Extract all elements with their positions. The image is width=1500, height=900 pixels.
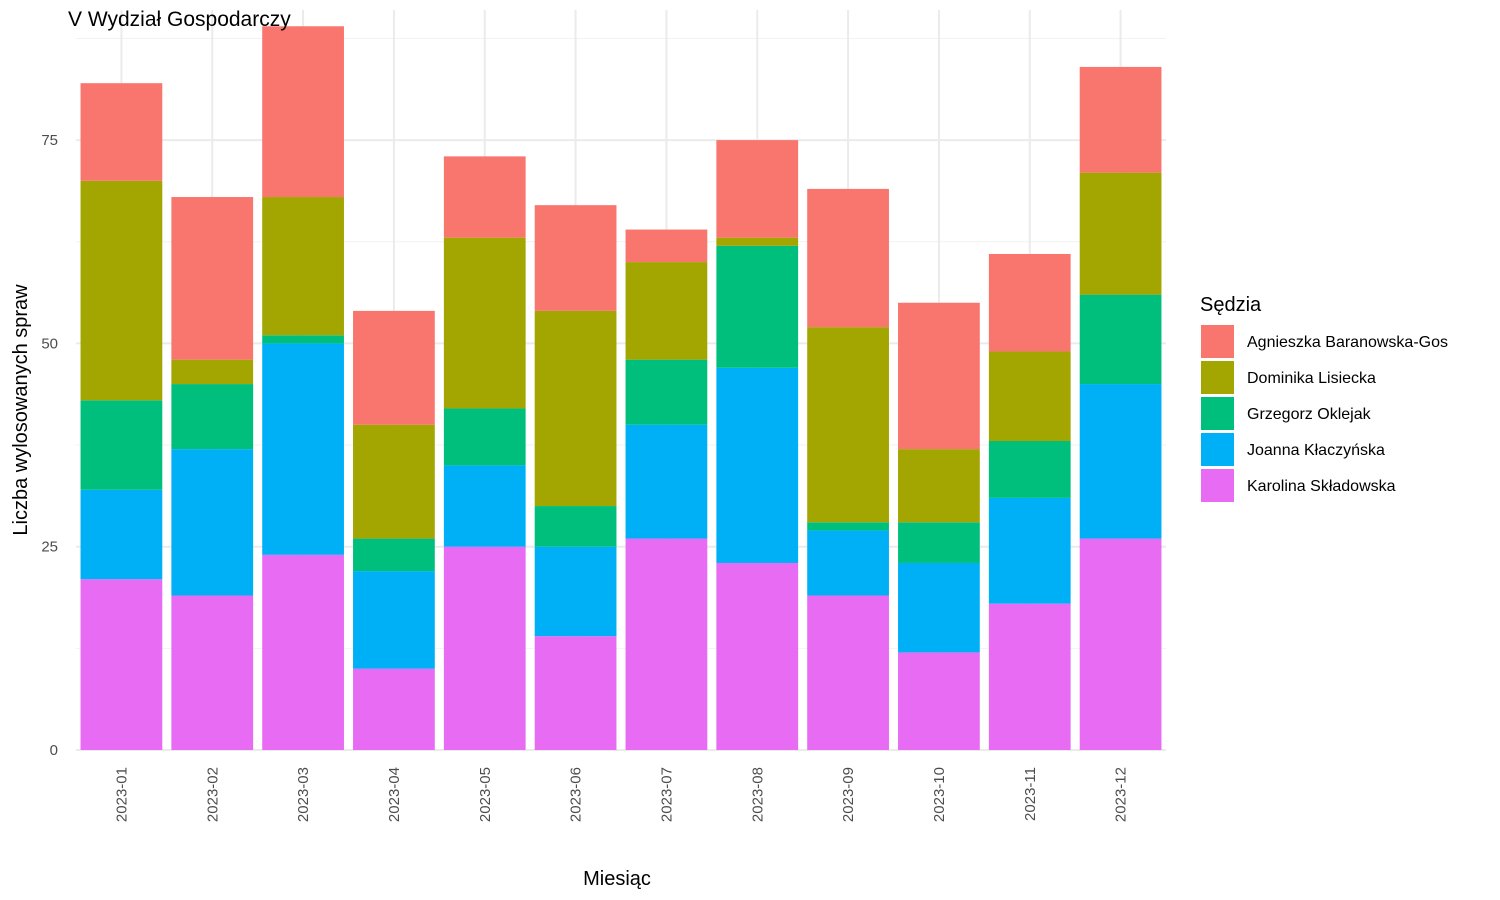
bar-segment bbox=[716, 367, 799, 563]
bar-segment bbox=[171, 359, 254, 385]
bar-segment bbox=[1079, 294, 1162, 385]
bar-segment bbox=[807, 595, 889, 750]
y-tick-label: 0 bbox=[50, 742, 58, 759]
x-axis-title: Miesiąc bbox=[583, 868, 651, 890]
bar-segment bbox=[262, 197, 344, 336]
x-tick-label: 2023-10 bbox=[931, 767, 948, 822]
bar-segment bbox=[171, 197, 254, 360]
bar-segment bbox=[807, 188, 889, 328]
legend: Sędzia Agnieszka Baranowska-Gos Dominika … bbox=[1200, 294, 1448, 502]
y-axis-title: Liczba wylosowanych spraw bbox=[10, 284, 32, 536]
bar-segment bbox=[353, 310, 435, 425]
legend-swatch bbox=[1201, 325, 1234, 358]
bar-segment bbox=[625, 229, 708, 263]
x-tick-label: 2023-08 bbox=[749, 767, 766, 822]
y-tick-label: 50 bbox=[41, 335, 58, 352]
legend-swatch bbox=[1201, 361, 1234, 394]
bar-segment bbox=[262, 26, 344, 198]
legend-swatch bbox=[1201, 397, 1234, 430]
bar-segment bbox=[898, 449, 980, 523]
bar-segment bbox=[1079, 66, 1162, 173]
bar-segment bbox=[80, 579, 163, 750]
x-axis-ticks: 2023-01 2023-02 2023-03 2023-04 2023-05 2023-… bbox=[113, 767, 1129, 822]
bar-segment bbox=[898, 562, 980, 653]
bar-segment bbox=[171, 449, 254, 596]
bar-segment bbox=[171, 384, 254, 450]
x-tick-label: 2023-01 bbox=[113, 767, 130, 822]
bar-segment bbox=[534, 205, 617, 311]
legend-label: Dominika Lisiecka bbox=[1247, 370, 1376, 387]
bar-segment bbox=[625, 262, 708, 360]
bar-segment bbox=[534, 546, 617, 637]
bar-segment bbox=[716, 237, 799, 246]
x-tick-label: 2023-03 bbox=[295, 767, 312, 822]
legend-label: Joanna Kłaczyńska bbox=[1247, 442, 1385, 459]
bar-segment bbox=[1079, 172, 1162, 295]
bar-segment bbox=[898, 652, 980, 750]
bar-segment bbox=[716, 245, 799, 368]
legend-swatch bbox=[1201, 433, 1234, 466]
bar-segment bbox=[716, 140, 799, 238]
bar-segment bbox=[171, 595, 254, 750]
bar-segment bbox=[988, 253, 1071, 352]
x-tick-label: 2023-05 bbox=[477, 767, 494, 822]
bar-segment bbox=[262, 335, 344, 344]
bar-segment bbox=[80, 489, 163, 580]
bar-segment bbox=[625, 538, 708, 750]
legend-label: Grzegorz Oklejak bbox=[1247, 406, 1372, 423]
chart-title: V Wydział Gospodarczy bbox=[68, 8, 291, 31]
bar-segment bbox=[353, 424, 435, 539]
bar-segment bbox=[80, 83, 163, 181]
bar-segment bbox=[534, 636, 617, 750]
bar-segment bbox=[262, 554, 344, 750]
x-tick-label: 2023-06 bbox=[568, 767, 585, 822]
bar-segment bbox=[1079, 538, 1162, 750]
x-tick-label: 2023-07 bbox=[658, 767, 675, 822]
bars bbox=[80, 26, 1162, 750]
bar-segment bbox=[80, 400, 163, 490]
legend-swatch bbox=[1201, 469, 1234, 502]
bar-segment bbox=[353, 571, 435, 669]
bar-segment bbox=[80, 180, 163, 401]
bar-segment bbox=[988, 497, 1071, 604]
bar-segment bbox=[443, 546, 526, 750]
legend-label: Karolina Składowska bbox=[1247, 478, 1396, 495]
bar-segment bbox=[625, 359, 708, 425]
y-tick-label: 25 bbox=[41, 539, 58, 556]
bar-segment bbox=[716, 562, 799, 750]
bar-segment bbox=[353, 668, 435, 750]
legend-label: Agnieszka Baranowska-Gos bbox=[1247, 334, 1448, 351]
x-tick-label: 2023-11 bbox=[1022, 767, 1039, 821]
legend-title: Sędzia bbox=[1200, 294, 1262, 316]
bar-segment bbox=[807, 522, 889, 531]
bar-segment bbox=[988, 440, 1071, 498]
bar-segment bbox=[898, 302, 980, 450]
x-tick-label: 2023-02 bbox=[204, 767, 221, 822]
bar-segment bbox=[988, 603, 1071, 750]
y-axis-ticks: 0 25 50 75 bbox=[41, 132, 58, 759]
x-tick-label: 2023-09 bbox=[840, 767, 857, 822]
bar-segment bbox=[443, 408, 526, 466]
bar-segment bbox=[262, 343, 344, 555]
bar-segment bbox=[898, 522, 980, 563]
x-tick-label: 2023-12 bbox=[1113, 767, 1130, 822]
y-tick-label: 75 bbox=[41, 132, 58, 149]
bar-segment bbox=[353, 538, 435, 572]
bar-segment bbox=[443, 237, 526, 409]
bar-segment bbox=[988, 351, 1071, 441]
bar-segment bbox=[807, 530, 889, 596]
bar-segment bbox=[625, 424, 708, 539]
bar-segment bbox=[534, 310, 617, 507]
bar-segment bbox=[443, 465, 526, 547]
bar-segment bbox=[1079, 384, 1162, 539]
x-tick-label: 2023-04 bbox=[386, 767, 403, 822]
bar-segment bbox=[443, 156, 526, 238]
bar-segment bbox=[807, 327, 889, 523]
bar-segment bbox=[534, 506, 617, 547]
